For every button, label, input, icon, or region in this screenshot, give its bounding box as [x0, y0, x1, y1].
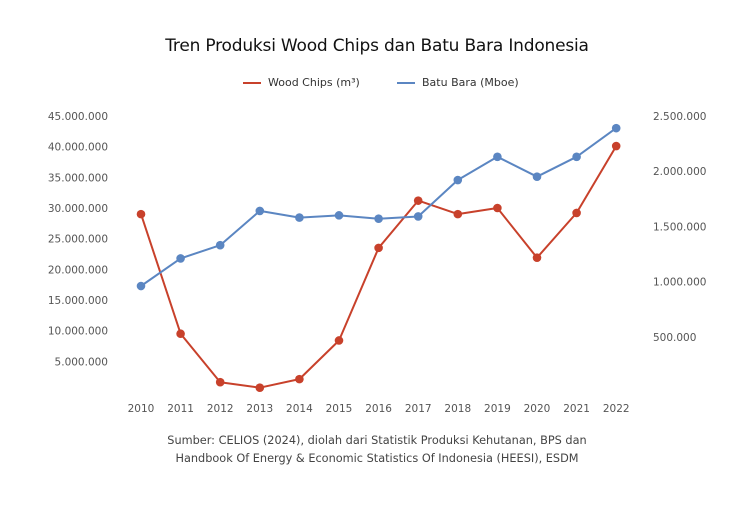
data-point-wood-chips — [572, 208, 581, 218]
y-left-tick-label: 35.000.000 — [48, 172, 108, 184]
data-point-wood-chips — [453, 209, 463, 219]
legend-item-wood-chips: Wood Chips (m³) — [243, 76, 360, 89]
y-left-tick-label: 40.000.000 — [48, 142, 108, 154]
x-tick-label: 2018 — [444, 403, 471, 415]
y-left-tick-label: 25.000.000 — [48, 234, 108, 246]
y-right-tick-label: 2.500.000 — [653, 111, 706, 123]
x-tick-label: 2015 — [326, 403, 353, 415]
legend-label-batu-bara: Batu Bara (Mboe) — [422, 76, 519, 89]
y-left-tick-label: 5.000.000 — [55, 356, 108, 368]
y-left-tick-label: 30.000.000 — [48, 203, 108, 215]
data-point-batu-bara — [413, 212, 423, 221]
y-right-tick-label: 2.000.000 — [653, 166, 706, 178]
y-right-tick-label: 500.000 — [653, 332, 696, 344]
source-line-1: Sumber: CELIOS (2024), diolah dari Stati… — [167, 434, 587, 447]
x-tick-label: 2021 — [563, 403, 590, 415]
data-point-batu-bara — [255, 206, 265, 216]
chart-legend: Wood Chips (m³) Batu Bara (Mboe) — [0, 76, 754, 92]
data-point-wood-chips — [611, 141, 621, 151]
data-point-batu-bara — [176, 254, 185, 263]
data-point-wood-chips — [374, 243, 383, 253]
source-line-2: Handbook Of Energy & Economic Statistics… — [175, 452, 579, 465]
x-tick-label: 2013 — [246, 403, 273, 415]
y-right-tick-label: 1.000.000 — [653, 277, 706, 289]
x-tick-label: 2020 — [524, 403, 551, 415]
legend-swatch-batu-bara — [397, 81, 415, 84]
data-point-batu-bara — [374, 214, 383, 223]
series-line-batu-bara — [140, 127, 617, 287]
data-point-wood-chips — [255, 383, 265, 393]
data-point-batu-bara — [295, 213, 304, 222]
x-tick-label: 2014 — [286, 403, 313, 415]
y-left-tick-label: 20.000.000 — [48, 264, 108, 276]
data-point-batu-bara — [215, 240, 225, 250]
data-point-batu-bara — [136, 281, 146, 291]
x-tick-label: 2017 — [405, 403, 432, 415]
data-point-batu-bara — [334, 211, 344, 220]
data-point-batu-bara — [493, 152, 502, 162]
y-left-tick-label: 15.000.000 — [48, 295, 108, 307]
y-left-tick-label: 45.000.000 — [48, 111, 108, 123]
x-tick-label: 2022 — [603, 403, 630, 415]
chart-source: Sumber: CELIOS (2024), diolah dari Stati… — [0, 432, 754, 468]
x-tick-label: 2012 — [207, 403, 234, 415]
data-point-wood-chips — [295, 374, 304, 384]
data-point-batu-bara — [532, 172, 542, 182]
x-tick-label: 2011 — [167, 403, 194, 415]
data-point-wood-chips — [493, 203, 502, 213]
chart-title: Tren Produksi Wood Chips dan Batu Bara I… — [165, 36, 589, 56]
data-point-wood-chips — [215, 377, 225, 387]
data-point-wood-chips — [334, 336, 344, 345]
x-tick-label: 2010 — [128, 403, 155, 415]
data-point-wood-chips — [413, 196, 423, 205]
y-right-tick-label: 1.500.000 — [653, 221, 706, 233]
data-point-batu-bara — [453, 175, 463, 185]
data-point-wood-chips — [136, 209, 146, 219]
legend-label-wood-chips: Wood Chips (m³) — [268, 76, 360, 89]
data-point-batu-bara — [572, 152, 581, 162]
data-point-wood-chips — [532, 253, 542, 262]
legend-item-batu-bara: Batu Bara (Mboe) — [397, 76, 519, 89]
data-point-batu-bara — [611, 123, 621, 133]
y-left-tick-label: 10.000.000 — [48, 326, 108, 338]
data-point-wood-chips — [176, 329, 185, 339]
x-tick-label: 2019 — [484, 403, 511, 415]
legend-swatch-wood-chips — [243, 81, 261, 84]
series-line-wood-chips — [140, 145, 618, 389]
x-tick-label: 2016 — [365, 403, 392, 415]
